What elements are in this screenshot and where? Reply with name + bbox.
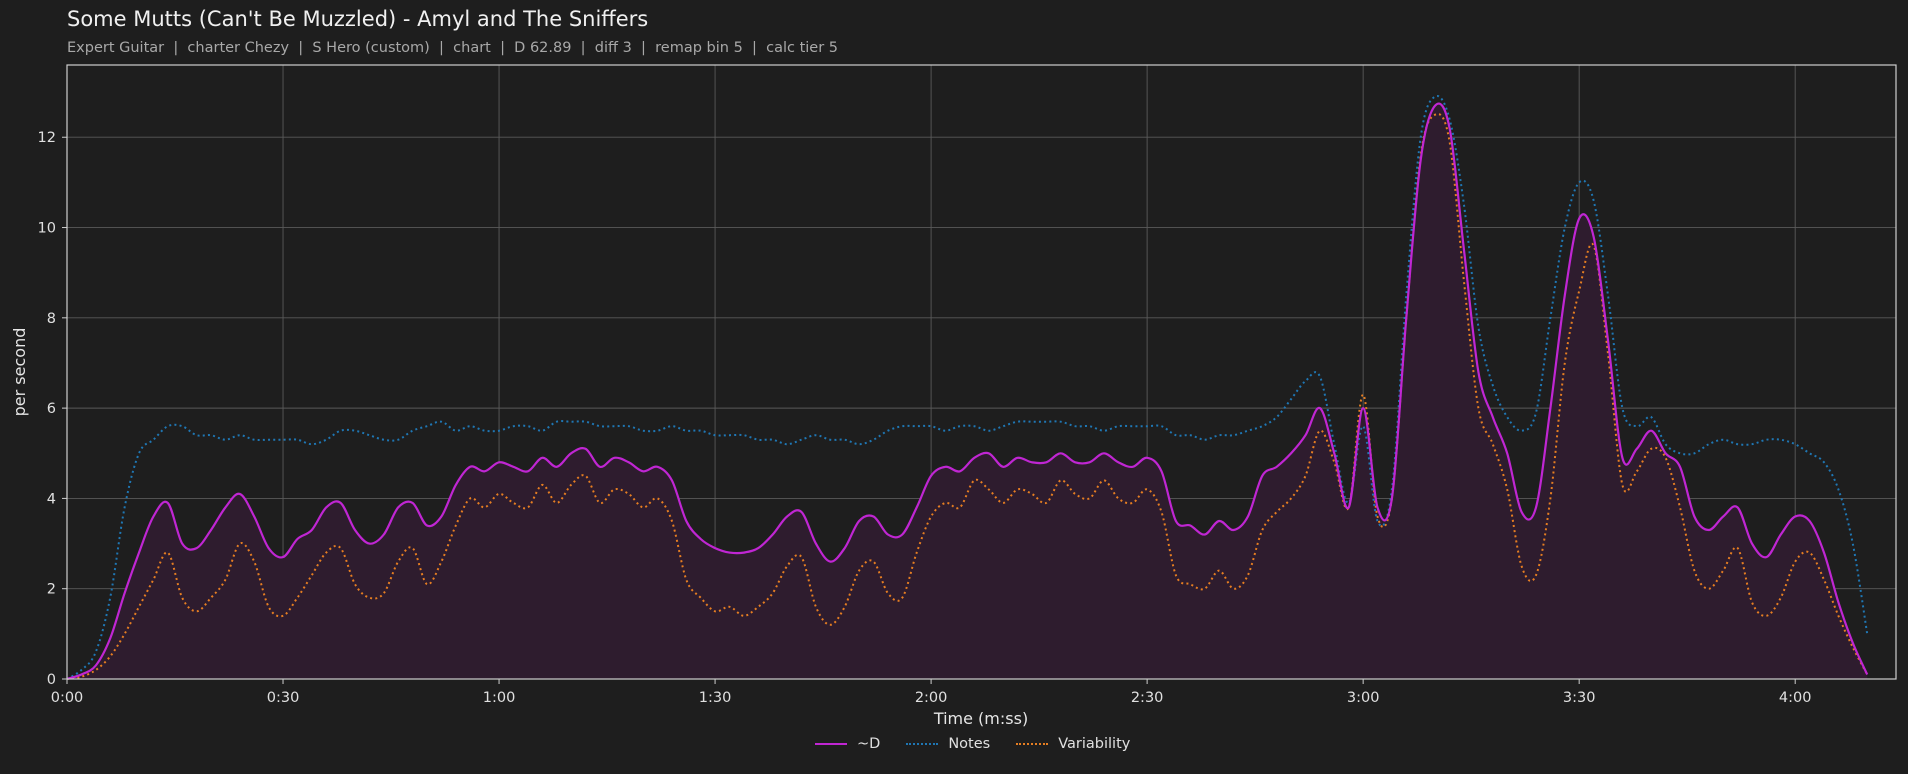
y-tick-label: 2 [47,582,56,598]
series-fills [67,103,1868,679]
chart-subtitle: Expert Guitar | charter Chezy | S Hero (… [67,40,839,56]
legend-item: ~D [815,736,880,752]
y-tick-label: 6 [47,401,56,417]
y-axis-label: per second [10,328,29,417]
plot-frame [66,64,1897,680]
x-tick-label: 4:00 [1779,690,1812,706]
legend-swatch [1016,743,1049,745]
y-tick-label: 10 [38,221,56,237]
y-tick-label: 4 [47,491,56,507]
y-axis-ticks: 0 2 4 6 8 10 12 [38,130,67,688]
x-axis-ticks: 0:00 0:30 1:00 1:30 2:00 2:30 3:00 3:30 4:00 [51,679,1812,706]
series-lines [66,94,1869,681]
legend-swatch [906,743,939,745]
x-tick-label: 3:30 [1563,690,1596,706]
chart-title: Some Mutts (Can't Be Muzzled) - Amyl and… [67,7,649,31]
series-line-1 [66,94,1869,680]
x-axis-label: Time (m:ss) [933,709,1028,728]
y-tick-label: 8 [47,311,56,327]
x-tick-label: 1:30 [699,690,732,706]
legend: ~D Notes Variability [815,736,1156,752]
x-tick-label: 1:00 [483,690,516,706]
x-tick-label: 3:00 [1347,690,1380,706]
series-line-2 [66,113,1869,680]
y-tick-label: 12 [38,130,56,146]
x-tick-label: 0:00 [51,690,84,706]
series-fill-0 [67,103,1868,679]
legend-item: Notes [906,736,990,752]
legend-label: Variability [1058,736,1131,752]
x-tick-label: 2:00 [915,690,948,706]
x-tick-label: 0:30 [267,690,300,706]
y-tick-label: 0 [47,672,56,688]
legend-label: Notes [948,736,991,752]
legend-item: Variability [1016,736,1130,752]
series-line-0 [66,102,1869,681]
legend-label: ~D [857,736,881,752]
x-tick-label: 2:30 [1131,690,1164,706]
legend-swatch [815,743,847,745]
